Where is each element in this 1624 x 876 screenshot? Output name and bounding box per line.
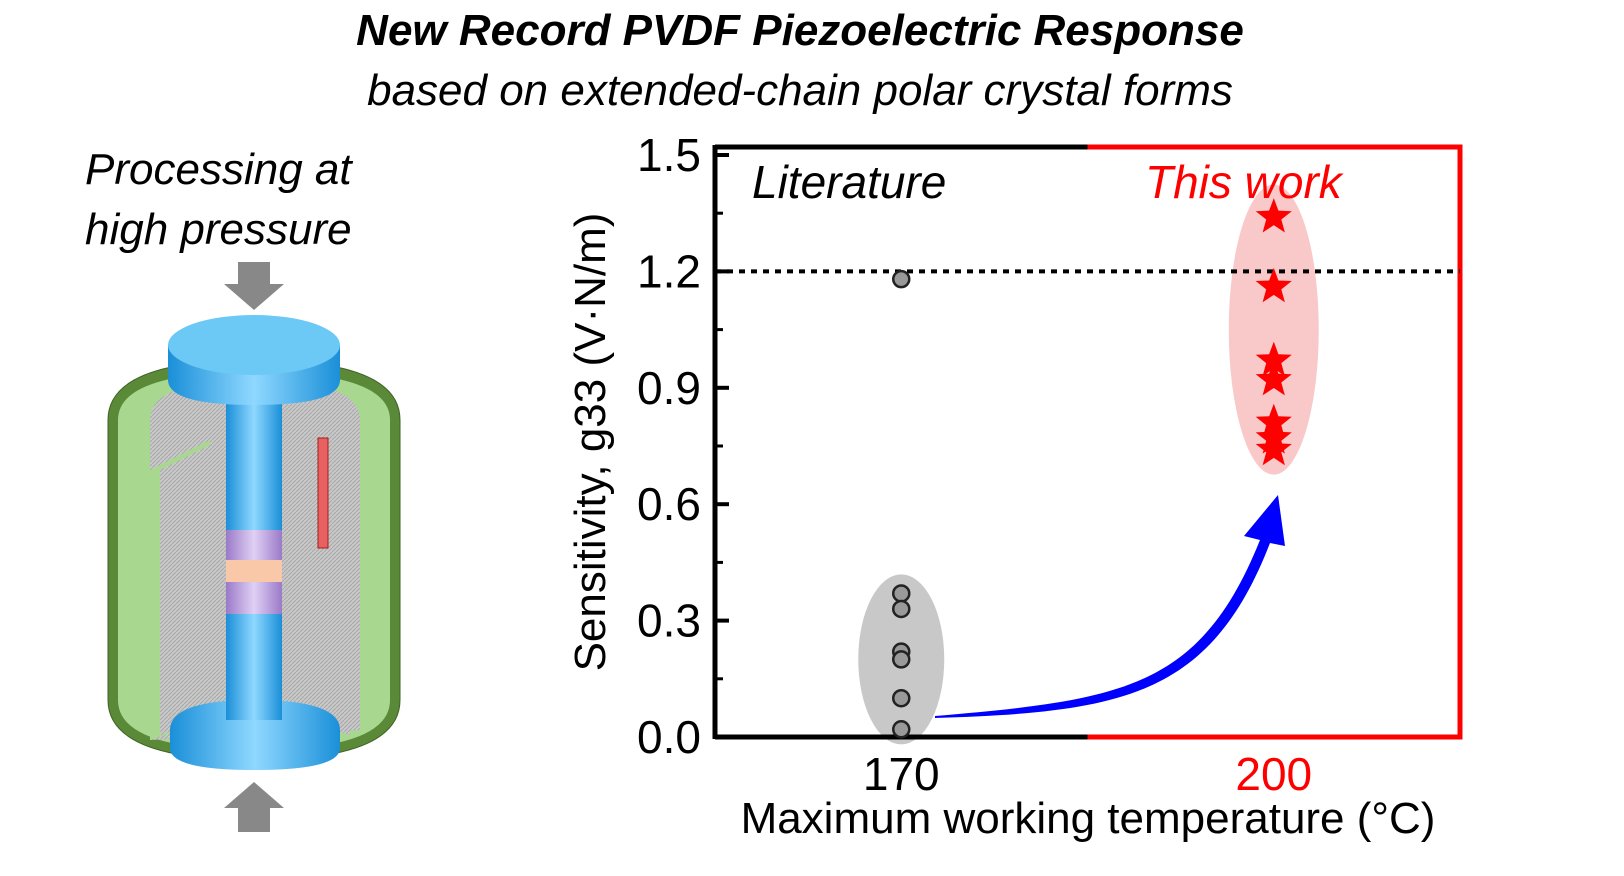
title: New Record PVDF Piezoelectric Response: [356, 6, 1244, 55]
illustration-caption: Processing at high pressure: [85, 140, 352, 260]
y-tick-label: 1.5: [637, 129, 701, 181]
subtitle: based on extended-chain polar crystal fo…: [367, 66, 1233, 115]
arrow-up-icon: [224, 782, 284, 832]
y-tick-label: 1.2: [637, 245, 701, 297]
data-point-this-work: [1255, 361, 1292, 396]
data-point-this-work: [1255, 267, 1292, 303]
x-tick-label: 170: [863, 748, 940, 800]
y-tick-label: 0.0: [637, 711, 701, 763]
data-point-this-work: [1255, 430, 1292, 466]
data-point-literature: [892, 269, 911, 289]
data-point-this-work: [1255, 198, 1292, 233]
arrow-down-icon: [224, 262, 284, 310]
this-work-cluster: [1228, 184, 1319, 475]
y-tick-label: 0.3: [637, 595, 701, 647]
y-tick-label: 0.6: [637, 478, 701, 530]
data-point-literature: [892, 650, 911, 669]
caption-line: high pressure: [85, 205, 352, 254]
y-axis-label: Sensitivity, g33 (V·N/m): [566, 213, 615, 672]
caption-line: Processing at: [85, 145, 352, 194]
legend-literature: Literature: [752, 156, 946, 208]
trend-arrow: [935, 495, 1285, 718]
data-point-literature: [892, 584, 911, 603]
y-tick-label: 0.9: [637, 362, 701, 414]
data-point-literature: [892, 599, 911, 619]
x-axis-label: Maximum working temperature (°C): [741, 794, 1436, 843]
x-tick-label: 200: [1235, 748, 1312, 800]
legend-this-work: This work: [1145, 156, 1344, 208]
data-point-this-work: [1255, 341, 1292, 376]
frame-this-work: [1087, 144, 1463, 740]
data-point-literature: [892, 688, 911, 708]
data-point-literature: [892, 719, 911, 739]
